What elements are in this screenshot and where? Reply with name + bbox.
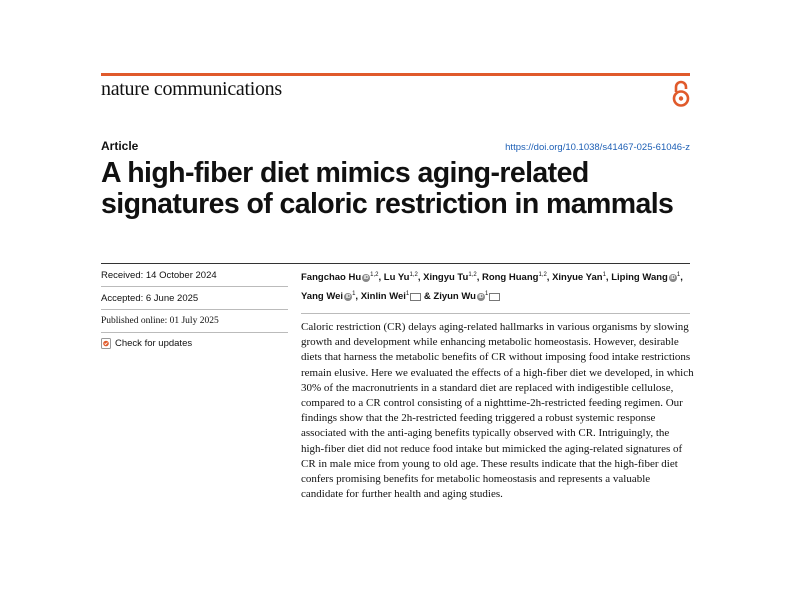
- published-date: Published online: 01 July 2025: [101, 316, 219, 326]
- author-affiliation: 1: [676, 272, 681, 278]
- author-name-text: Xinyue Yan: [552, 272, 603, 284]
- meta-divider: [101, 286, 288, 287]
- mail-icon[interactable]: [489, 292, 501, 301]
- author-affiliation: 1: [352, 291, 356, 298]
- author-name-text: Xingyu Tu: [423, 272, 469, 284]
- author-affiliation: 1,2: [538, 272, 547, 278]
- author-affiliation: 1,2: [370, 272, 379, 278]
- author-name[interactable]: Lu Yu1,2: [384, 272, 418, 283]
- author-affiliation: 1,2: [409, 272, 418, 278]
- author-name-text: Rong Huang: [481, 272, 539, 284]
- author-affiliation: 1,2: [468, 272, 477, 278]
- author-name[interactable]: Yang Wei iD 1: [301, 291, 355, 302]
- meta-divider: [101, 332, 288, 333]
- check-updates-button[interactable]: Check for updates: [101, 338, 192, 349]
- title-line-1: A high-fiber diet mimics aging-related: [101, 157, 589, 189]
- accepted-date: Accepted: 6 June 2025: [101, 293, 199, 304]
- author-name[interactable]: Xinlin Wei1: [361, 291, 422, 302]
- received-date: Received: 14 October 2024: [101, 270, 217, 281]
- author-name[interactable]: Xinyue Yan1: [552, 272, 606, 283]
- author-name[interactable]: Rong Huang1,2: [482, 272, 547, 283]
- author-affiliation: 1: [602, 272, 606, 278]
- mail-icon[interactable]: [410, 292, 422, 301]
- title-line-2: signatures of caloric restriction in mam…: [101, 188, 674, 220]
- orcid-icon[interactable]: iD: [668, 273, 677, 282]
- author-affiliation: 1: [405, 291, 410, 298]
- check-updates-icon: [101, 338, 111, 349]
- author-name[interactable]: Fangchao Hu iD 1,2: [301, 272, 379, 283]
- article-type: Article: [101, 139, 139, 153]
- article-title: A high-fiber diet mimics aging-related s…: [101, 158, 701, 220]
- author-rule: [301, 313, 690, 314]
- author-name-text: Liping Wang: [611, 272, 668, 284]
- section-rule: [101, 263, 690, 264]
- author-name[interactable]: Ziyun Wu iD 1: [433, 291, 501, 303]
- orcid-icon[interactable]: iD: [476, 292, 485, 301]
- check-updates-label: Check for updates: [115, 338, 193, 349]
- author-name-text: Yang Wei: [301, 291, 344, 303]
- author-name-text: Ziyun Wu: [433, 291, 476, 303]
- author-name-text: Fangchao Hu: [301, 272, 362, 284]
- orcid-icon[interactable]: iD: [362, 273, 371, 282]
- open-access-icon: [672, 80, 690, 107]
- meta-divider: [101, 309, 288, 310]
- orcid-icon[interactable]: iD: [344, 292, 353, 301]
- author-name-text: Lu Yu: [383, 272, 410, 284]
- abstract: Caloric restriction (CR) delays aging-re…: [301, 321, 694, 501]
- journal-name[interactable]: nature communications: [101, 78, 282, 100]
- author-affiliation: 1: [484, 291, 489, 298]
- author-name-text: Xinlin Wei: [360, 291, 406, 303]
- author-name[interactable]: Liping Wang iD 1: [611, 272, 680, 283]
- doi-link[interactable]: https://doi.org/10.1038/s41467-025-61046…: [505, 142, 690, 153]
- author-list: Fangchao Hu iD 1,2, Lu Yu1,2, Xingyu Tu1,2…: [301, 272, 683, 303]
- author-name[interactable]: Xingyu Tu1,2: [423, 272, 477, 283]
- header-rule: [101, 73, 690, 76]
